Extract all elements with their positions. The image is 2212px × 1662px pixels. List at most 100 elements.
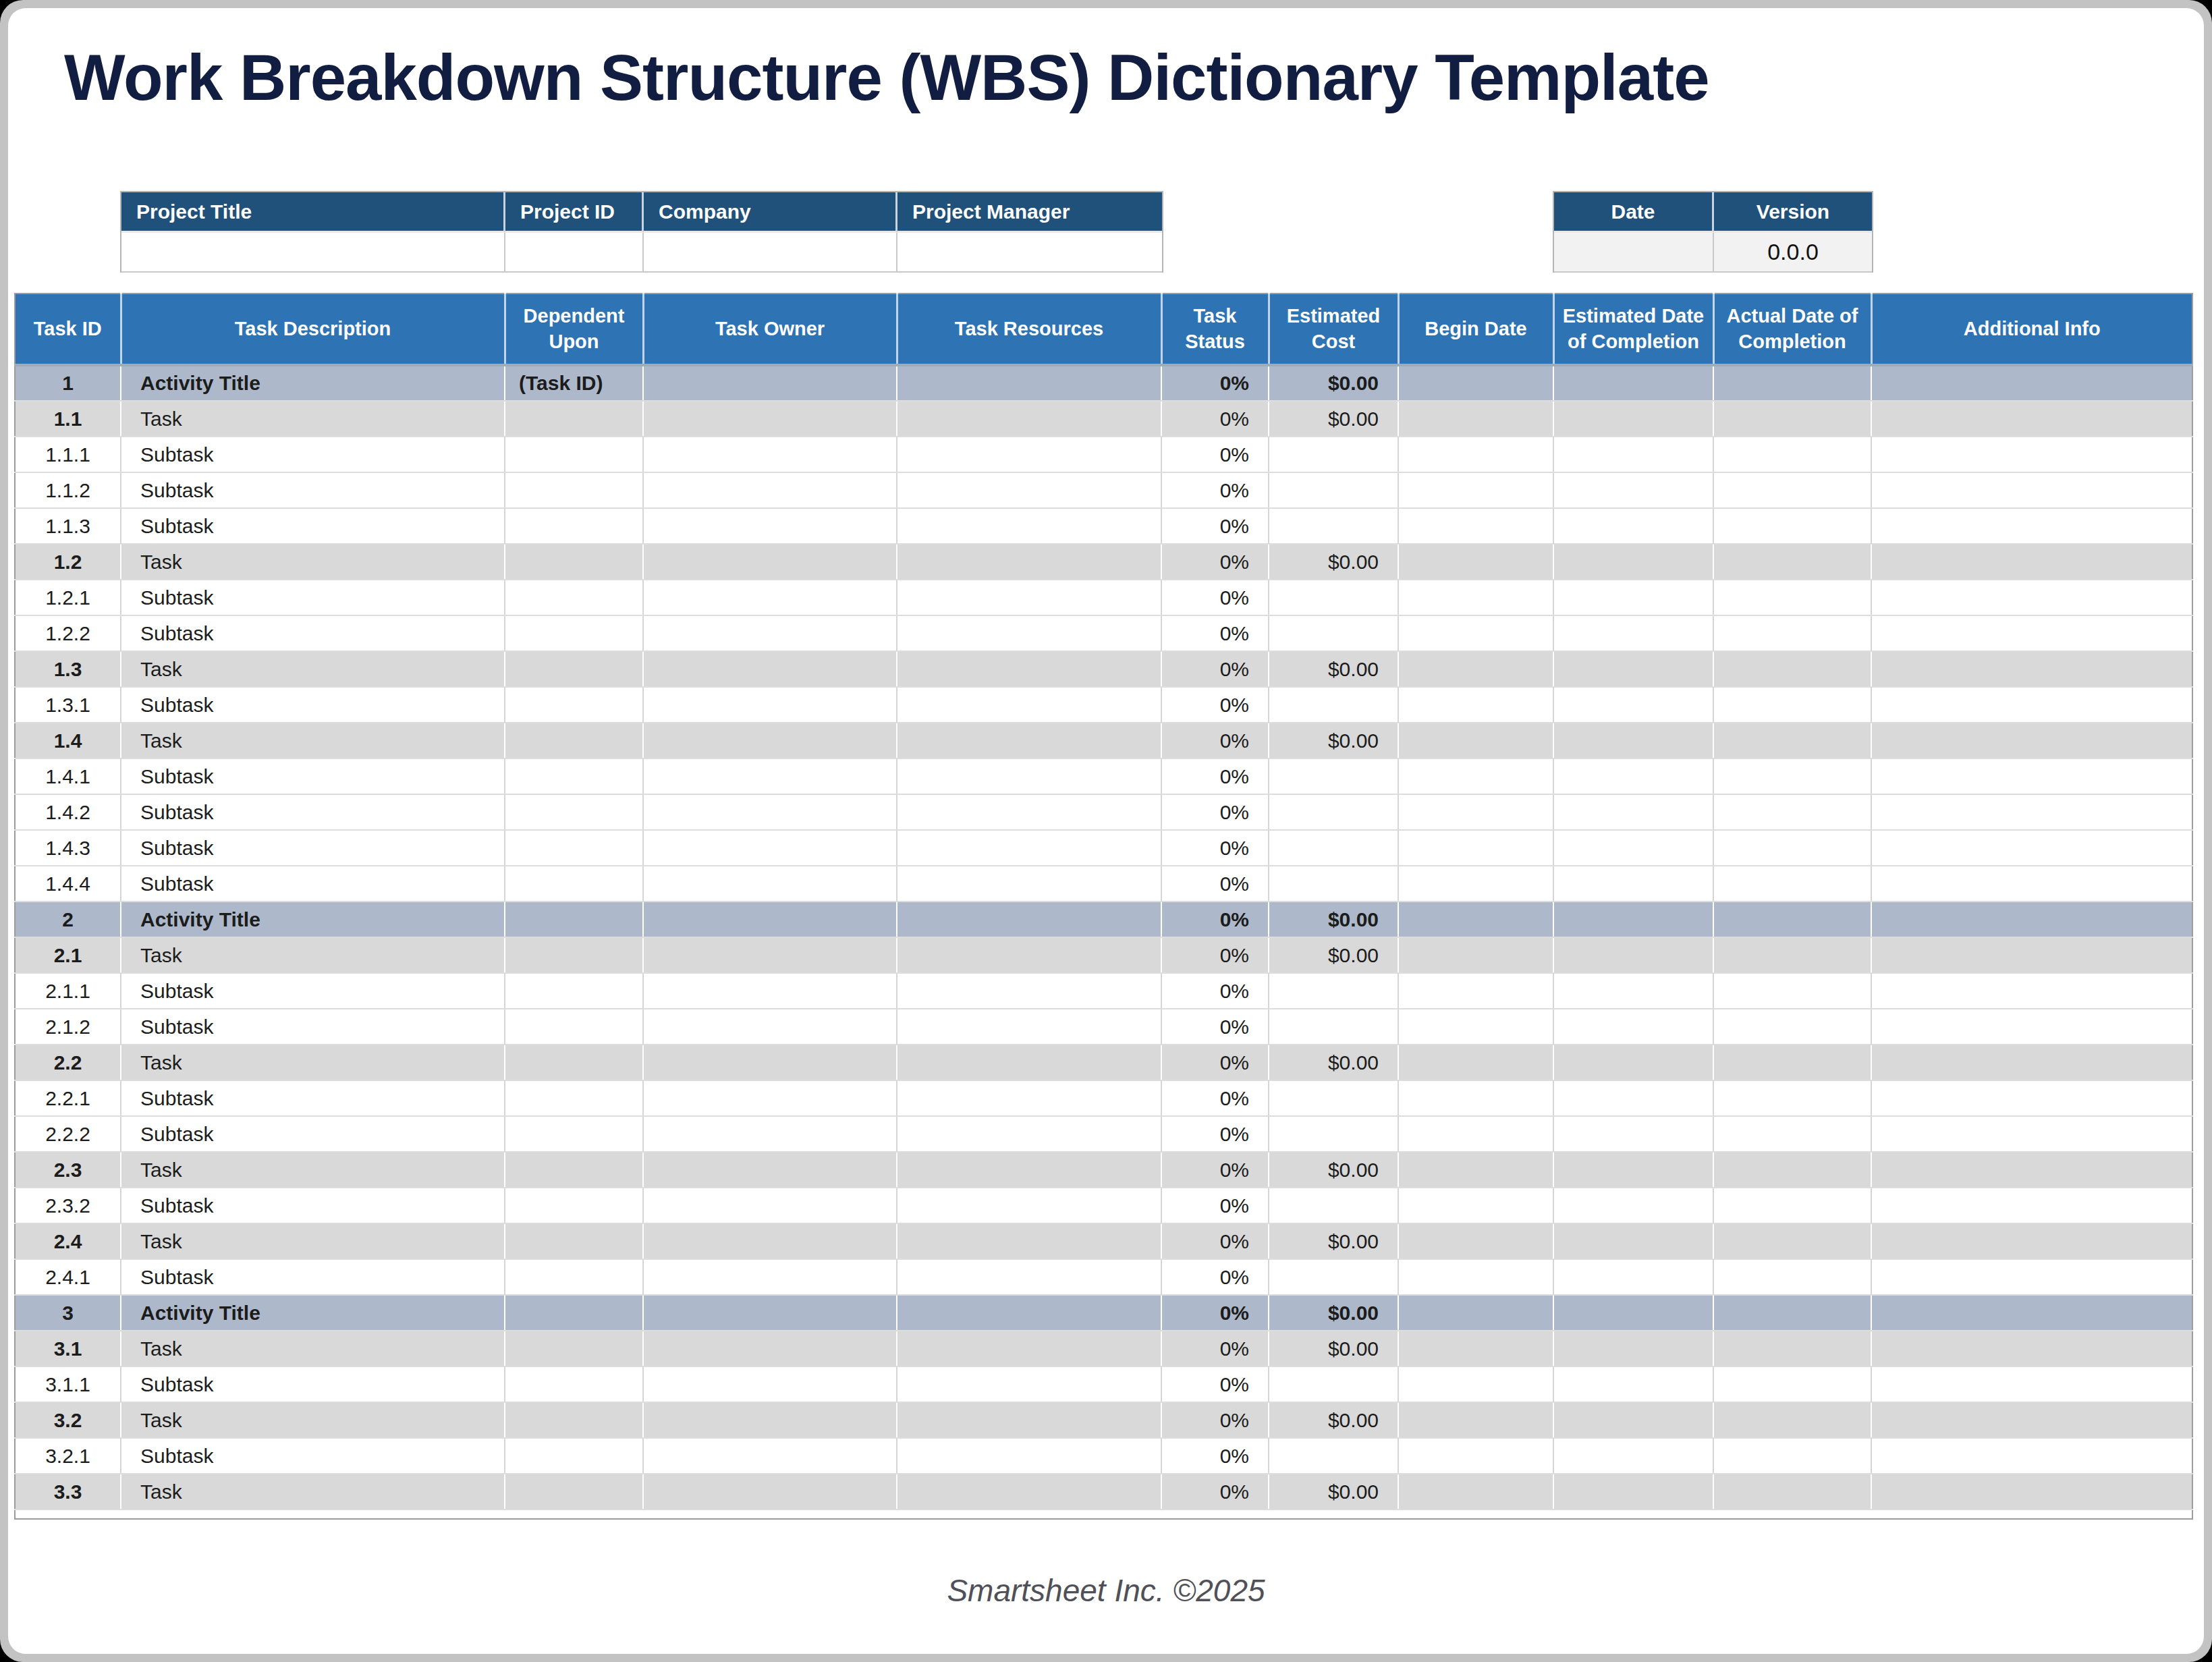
task-owner-cell[interactable] — [643, 1438, 897, 1474]
actual-completion-cell[interactable] — [1713, 830, 1871, 866]
task-owner-cell[interactable] — [643, 687, 897, 723]
task-id-cell[interactable]: 1.2.2 — [15, 615, 121, 651]
task-resources-cell[interactable] — [897, 437, 1161, 472]
estimated-cost-cell[interactable]: $0.00 — [1269, 937, 1398, 973]
dependent-upon-cell[interactable] — [505, 544, 643, 580]
task-owner-cell[interactable] — [643, 723, 897, 758]
task-description-cell[interactable]: Subtask — [121, 580, 505, 615]
dependent-upon-cell[interactable] — [505, 437, 643, 472]
dependent-upon-cell[interactable] — [505, 1045, 643, 1080]
estimated-cost-cell[interactable] — [1269, 973, 1398, 1009]
task-owner-cell[interactable] — [643, 973, 897, 1009]
estimated-completion-cell[interactable] — [1553, 1188, 1713, 1223]
task-description-cell[interactable]: Task — [121, 401, 505, 437]
begin-date-cell[interactable] — [1398, 1474, 1553, 1509]
additional-info-cell[interactable] — [1871, 1152, 2192, 1188]
actual-completion-cell[interactable] — [1713, 472, 1871, 508]
task-description-cell[interactable]: Task — [121, 1402, 505, 1438]
task-id-cell[interactable]: 3.2 — [15, 1402, 121, 1438]
estimated-cost-cell[interactable] — [1269, 1080, 1398, 1116]
actual-completion-cell[interactable] — [1713, 1438, 1871, 1474]
additional-info-cell[interactable] — [1871, 723, 2192, 758]
estimated-cost-cell[interactable] — [1269, 1009, 1398, 1045]
task-status-cell[interactable]: 0% — [1161, 472, 1269, 508]
task-resources-cell[interactable] — [897, 1152, 1161, 1188]
estimated-completion-cell[interactable] — [1553, 1009, 1713, 1045]
task-id-cell[interactable]: 1.3.1 — [15, 687, 121, 723]
task-owner-cell[interactable] — [643, 1402, 897, 1438]
begin-date-cell[interactable] — [1398, 973, 1553, 1009]
task-owner-cell[interactable] — [643, 758, 897, 794]
task-resources-cell[interactable] — [897, 1402, 1161, 1438]
task-id-cell[interactable]: 3.3 — [15, 1474, 121, 1509]
task-status-cell[interactable]: 0% — [1161, 866, 1269, 902]
estimated-completion-cell[interactable] — [1553, 544, 1713, 580]
task-description-cell[interactable]: Task — [121, 651, 505, 687]
dependent-upon-cell[interactable] — [505, 1474, 643, 1509]
begin-date-cell[interactable] — [1398, 401, 1553, 437]
begin-date-cell[interactable] — [1398, 1438, 1553, 1474]
task-owner-cell[interactable] — [643, 508, 897, 544]
task-description-cell[interactable]: Subtask — [121, 830, 505, 866]
estimated-completion-cell[interactable] — [1553, 401, 1713, 437]
task-id-cell[interactable]: 3 — [15, 1295, 121, 1331]
task-owner-cell[interactable] — [643, 437, 897, 472]
dependent-upon-cell[interactable] — [505, 651, 643, 687]
task-status-cell[interactable]: 0% — [1161, 723, 1269, 758]
dependent-upon-cell[interactable] — [505, 615, 643, 651]
estimated-completion-cell[interactable] — [1553, 437, 1713, 472]
task-resources-cell[interactable] — [897, 472, 1161, 508]
estimated-cost-cell[interactable]: $0.00 — [1269, 1223, 1398, 1259]
task-status-cell[interactable]: 0% — [1161, 1331, 1269, 1366]
task-resources-cell[interactable] — [897, 687, 1161, 723]
task-resources-cell[interactable] — [897, 1474, 1161, 1509]
estimated-cost-cell[interactable] — [1269, 866, 1398, 902]
additional-info-cell[interactable] — [1871, 580, 2192, 615]
task-id-cell[interactable]: 2.4.1 — [15, 1259, 121, 1295]
estimated-cost-cell[interactable]: $0.00 — [1269, 1474, 1398, 1509]
task-owner-cell[interactable] — [643, 651, 897, 687]
estimated-cost-cell[interactable] — [1269, 687, 1398, 723]
dependent-upon-cell[interactable] — [505, 902, 643, 937]
task-owner-cell[interactable] — [643, 1331, 897, 1366]
additional-info-cell[interactable] — [1871, 973, 2192, 1009]
begin-date-cell[interactable] — [1398, 1152, 1553, 1188]
begin-date-cell[interactable] — [1398, 580, 1553, 615]
actual-completion-cell[interactable] — [1713, 1152, 1871, 1188]
task-description-cell[interactable]: Task — [121, 1045, 505, 1080]
actual-completion-cell[interactable] — [1713, 1259, 1871, 1295]
estimated-cost-cell[interactable]: $0.00 — [1269, 365, 1398, 401]
task-description-cell[interactable]: Subtask — [121, 687, 505, 723]
actual-completion-cell[interactable] — [1713, 615, 1871, 651]
actual-completion-cell[interactable] — [1713, 723, 1871, 758]
estimated-completion-cell[interactable] — [1553, 1438, 1713, 1474]
task-id-cell[interactable]: 2.2 — [15, 1045, 121, 1080]
additional-info-cell[interactable] — [1871, 758, 2192, 794]
task-owner-cell[interactable] — [643, 1223, 897, 1259]
estimated-completion-cell[interactable] — [1553, 580, 1713, 615]
begin-date-cell[interactable] — [1398, 437, 1553, 472]
estimated-cost-cell[interactable] — [1269, 758, 1398, 794]
begin-date-cell[interactable] — [1398, 472, 1553, 508]
task-owner-cell[interactable] — [643, 472, 897, 508]
actual-completion-cell[interactable] — [1713, 973, 1871, 1009]
begin-date-cell[interactable] — [1398, 1259, 1553, 1295]
begin-date-cell[interactable] — [1398, 1331, 1553, 1366]
task-status-cell[interactable]: 0% — [1161, 1116, 1269, 1152]
task-description-cell[interactable]: Subtask — [121, 1080, 505, 1116]
dependent-upon-cell[interactable] — [505, 830, 643, 866]
additional-info-cell[interactable] — [1871, 1009, 2192, 1045]
task-owner-cell[interactable] — [643, 1188, 897, 1223]
task-description-cell[interactable]: Activity Title — [121, 1295, 505, 1331]
dependent-upon-cell[interactable] — [505, 1116, 643, 1152]
task-description-cell[interactable]: Subtask — [121, 472, 505, 508]
actual-completion-cell[interactable] — [1713, 580, 1871, 615]
estimated-completion-cell[interactable] — [1553, 1080, 1713, 1116]
actual-completion-cell[interactable] — [1713, 1045, 1871, 1080]
estimated-completion-cell[interactable] — [1553, 651, 1713, 687]
task-description-cell[interactable]: Task — [121, 723, 505, 758]
task-description-cell[interactable]: Activity Title — [121, 902, 505, 937]
task-resources-cell[interactable] — [897, 1045, 1161, 1080]
begin-date-cell[interactable] — [1398, 508, 1553, 544]
task-description-cell[interactable]: Subtask — [121, 1009, 505, 1045]
